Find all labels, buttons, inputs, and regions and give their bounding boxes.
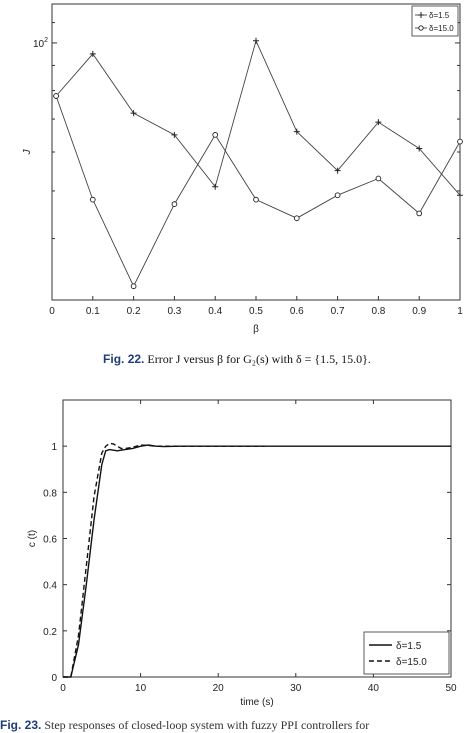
chart2-xtick-label: 50 xyxy=(445,683,457,694)
chart1-legend-label: δ=1.5 xyxy=(429,11,450,20)
chart1-point-plus xyxy=(253,37,259,44)
chart1-point-plus xyxy=(334,167,341,174)
chart2-legend-label: δ=1.5 xyxy=(396,641,422,652)
chart1-series-line-0 xyxy=(55,39,461,196)
chart1-xtick-label: 0.4 xyxy=(208,306,222,317)
chart1-point-plus xyxy=(293,128,300,135)
chart2-ylabel: c (t) xyxy=(27,530,38,547)
chart2-xlabel: time (s) xyxy=(240,697,273,708)
chart1-ylabel: J xyxy=(22,149,33,156)
chart1-point-circle xyxy=(130,283,137,290)
chart1-point-plus xyxy=(375,119,382,126)
chart1-xtick-label: 0.6 xyxy=(290,306,304,317)
chart1-xtick-label: 0.9 xyxy=(412,306,426,317)
figure22-caption-text: Error J versus β for G₂(s) with δ = {1.5… xyxy=(147,352,371,366)
chart1-point-circle xyxy=(89,196,96,203)
chart2-ytick-label: 0.8 xyxy=(43,488,57,499)
chart1-xtick-label: 0 xyxy=(49,306,55,317)
chart1-point-circle xyxy=(212,132,219,138)
chart1-point-plus xyxy=(212,183,219,190)
chart1-legend-label: δ=15.0 xyxy=(429,24,454,33)
chart1-xlabel: β xyxy=(253,324,259,335)
chart1-point-plus xyxy=(89,50,96,57)
chart1-point-plus xyxy=(416,145,423,152)
chart2-ytick-label: 1 xyxy=(51,442,57,453)
chart2-legend-box xyxy=(363,631,450,675)
chart1-series-line-1 xyxy=(55,95,461,288)
chart1-xtick-label: 0.1 xyxy=(86,306,100,317)
figure22-caption: Fig. 22. Error J versus β for G₂(s) with… xyxy=(0,352,474,367)
chart2-xtick-label: 20 xyxy=(213,683,225,694)
chart2-series-line-1 xyxy=(63,442,265,678)
chart1-xtick-label: 1 xyxy=(457,306,463,317)
chart2-ytick-label: 0.2 xyxy=(43,627,57,638)
chart2-xtick-label: 40 xyxy=(368,683,380,694)
chart1-point-circle xyxy=(334,192,341,199)
chart1-point-circle xyxy=(253,196,259,203)
chart2-ytick-label: 0.4 xyxy=(43,581,57,592)
chart1-point-plus xyxy=(171,131,178,138)
figure23-caption-label: Fig. 23. xyxy=(0,718,42,732)
chart1-point-circle xyxy=(375,175,382,182)
chart1-xtick-label: 0.2 xyxy=(127,306,141,317)
chart1-ytick-label: 102 xyxy=(33,37,48,50)
chart1-legend-marker xyxy=(418,12,424,18)
chart1-point-circle xyxy=(457,138,463,145)
chart2-ytick-label: 0 xyxy=(51,673,57,684)
chart1-xtick-label: 0.5 xyxy=(249,306,263,317)
chart2-ytick-label: 0.6 xyxy=(43,535,57,546)
chart1-xtick-label: 0.7 xyxy=(331,306,345,317)
chart1-point-circle xyxy=(416,210,423,217)
chart2-xtick-label: 30 xyxy=(290,683,302,694)
chart1-point-circle xyxy=(171,201,178,207)
chart2-xtick-label: 0 xyxy=(60,683,66,694)
figure22-caption-label: Fig. 22. xyxy=(103,352,145,366)
chart2-legend-label: δ=15.0 xyxy=(396,657,427,668)
figure23-caption: Fig. 23. Step responses of closed-loop s… xyxy=(0,718,474,733)
chart1-xtick-label: 0.8 xyxy=(371,306,385,317)
chart1-xtick-label: 0.3 xyxy=(167,306,181,317)
chart1-legend-box xyxy=(411,5,459,37)
chart1-legend-marker xyxy=(418,25,424,31)
chart1-point-plus xyxy=(457,192,463,199)
chart2-xtick-label: 10 xyxy=(135,683,147,694)
figure23-caption-text: Step responses of closed-loop system wit… xyxy=(44,718,370,732)
chart1-point-circle xyxy=(53,93,59,99)
chart1-frame xyxy=(51,3,461,301)
chart1-point-circle xyxy=(293,215,300,222)
chart1-point-plus xyxy=(130,110,137,117)
